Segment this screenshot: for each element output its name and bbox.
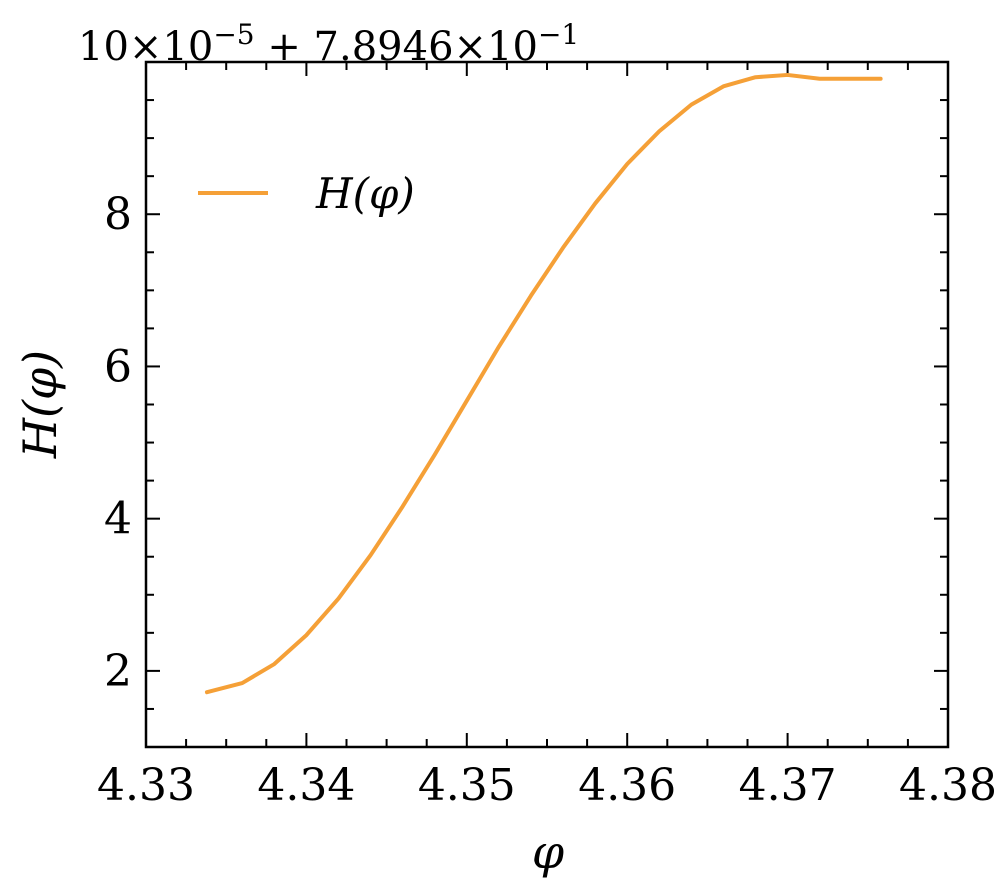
legend: H(φ) <box>198 169 415 218</box>
x-tick-label: 4.36 <box>578 760 676 811</box>
x-tick-label: 4.33 <box>97 760 195 811</box>
y-offset-text: 10×10−5 + 7.8946×10−1 <box>78 18 579 70</box>
y-axis-title: H(φ) <box>13 350 67 459</box>
plot-frame <box>144 60 950 749</box>
y-offset-rest: + 7.8946×10 <box>255 24 538 70</box>
y-offset-top-tick: 10 <box>78 24 129 70</box>
y-offset-base: ×10 <box>129 24 213 70</box>
y-tick-label: 2 <box>104 646 132 697</box>
y-offset-exp2: −1 <box>538 18 579 51</box>
legend-entry-label: H(φ) <box>315 169 415 218</box>
y-tick-label: 8 <box>104 189 132 240</box>
y-tick-label: 4 <box>104 494 132 545</box>
x-tick-label: 4.38 <box>899 760 997 811</box>
x-tick-label: 4.37 <box>739 760 837 811</box>
x-tick-label: 4.34 <box>257 760 355 811</box>
ticks-layer: 4.33 4.34 4.35 4.36 4.37 4.38 2 4 6 8 <box>97 61 997 811</box>
x-axis-title: φ <box>532 825 565 879</box>
series-line-H-phi <box>204 72 883 695</box>
x-tick-label: 4.35 <box>418 760 516 811</box>
y-offset-exp1: −5 <box>213 18 254 51</box>
y-tick-label: 6 <box>104 341 132 392</box>
